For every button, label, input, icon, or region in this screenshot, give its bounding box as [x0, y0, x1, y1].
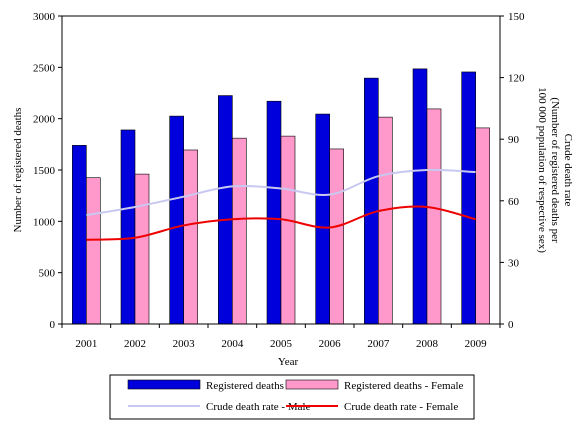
bar-registered-deaths-male-2009: [461, 71, 476, 325]
legend: Registered deaths - Male Registered deat…: [109, 374, 475, 420]
left-tick-label: 0: [50, 319, 56, 331]
line-crude-death-rate-female: [86, 205, 476, 241]
bar-registered-deaths-female-2009: [475, 127, 490, 325]
right-axis-title-line3: 100 000 population of respective sex): [536, 87, 548, 253]
left-tick-label: 1000: [33, 216, 56, 228]
legend-label-female-line: Crude death rate - Female: [344, 401, 458, 413]
bar-registered-deaths-female-2006: [329, 148, 344, 325]
bar-registered-deaths-female-2007: [378, 116, 393, 325]
bar-registered-deaths-male-2002: [120, 129, 136, 325]
lines-layer: [86, 168, 476, 241]
x-tick-label-2001: 2001: [75, 338, 97, 350]
x-tick-label-2008: 2008: [416, 338, 439, 350]
right-tick-label: 90: [508, 134, 520, 146]
x-tick-label-2002: 2002: [124, 338, 146, 350]
left-axis: 0 500 1000 1500 2000 2500 3000: [33, 11, 62, 331]
bar-registered-deaths-male-2007: [364, 77, 379, 325]
right-axis-title-line2: (Number of registered deaths per: [549, 97, 561, 243]
x-tick-label-2004: 2004: [221, 338, 244, 350]
x-tick-label-2007: 2007: [367, 338, 390, 350]
line-crude-death-rate-male: [86, 168, 476, 217]
x-tick-label-2003: 2003: [173, 338, 196, 350]
right-tick-label: 120: [508, 73, 525, 85]
bar-registered-deaths-female-2005: [280, 135, 296, 325]
x-tick-label-2009: 2009: [465, 338, 488, 350]
left-tick-label: 3000: [33, 11, 56, 23]
bars-layer: [72, 68, 490, 325]
left-tick-label: 1500: [33, 165, 56, 177]
right-tick-label: 150: [508, 11, 525, 23]
right-tick-label: 30: [508, 257, 520, 269]
bar-registered-deaths-male-2008: [412, 68, 428, 325]
bar-registered-deaths-female-2008: [426, 108, 442, 325]
bar-registered-deaths-male-2003: [169, 115, 184, 325]
bar-registered-deaths-female-2002: [134, 173, 150, 325]
bar-registered-deaths-female-2003: [183, 149, 198, 325]
x-tick-label-2006: 2006: [319, 338, 342, 350]
x-axis-title: Year: [278, 356, 299, 368]
x-axis: 2001 2002 2003 2004 2005 2006 2007 2008 2009: [61, 324, 501, 350]
right-tick-label: 0: [508, 319, 514, 331]
bar-registered-deaths-male-2001: [72, 145, 87, 325]
right-axis: 0 30 60 90 120 150: [500, 11, 525, 331]
left-axis-title: Number of registered deaths: [12, 108, 24, 233]
bar-registered-deaths-female-2001: [86, 177, 101, 325]
left-tick-label: 2500: [33, 62, 56, 74]
left-tick-label: 2000: [33, 114, 56, 126]
legend-swatch-male-bar: [127, 379, 201, 390]
bar-registered-deaths-female-2004: [232, 137, 247, 325]
legend-label-male-line: Crude death rate - Male: [206, 401, 311, 413]
legend-label-female-bar: Registered deaths - Female: [344, 380, 464, 392]
x-tick-label-2005: 2005: [270, 338, 293, 350]
right-tick-label: 60: [508, 196, 520, 208]
left-tick-label: 500: [39, 268, 56, 280]
bar-registered-deaths-male-2004: [218, 95, 233, 325]
bar-registered-deaths-male-2005: [266, 100, 282, 325]
bar-registered-deaths-male-2006: [315, 113, 330, 325]
legend-swatch-female-bar: [285, 379, 339, 390]
right-axis-title-line1: Crude death rate: [562, 134, 574, 207]
